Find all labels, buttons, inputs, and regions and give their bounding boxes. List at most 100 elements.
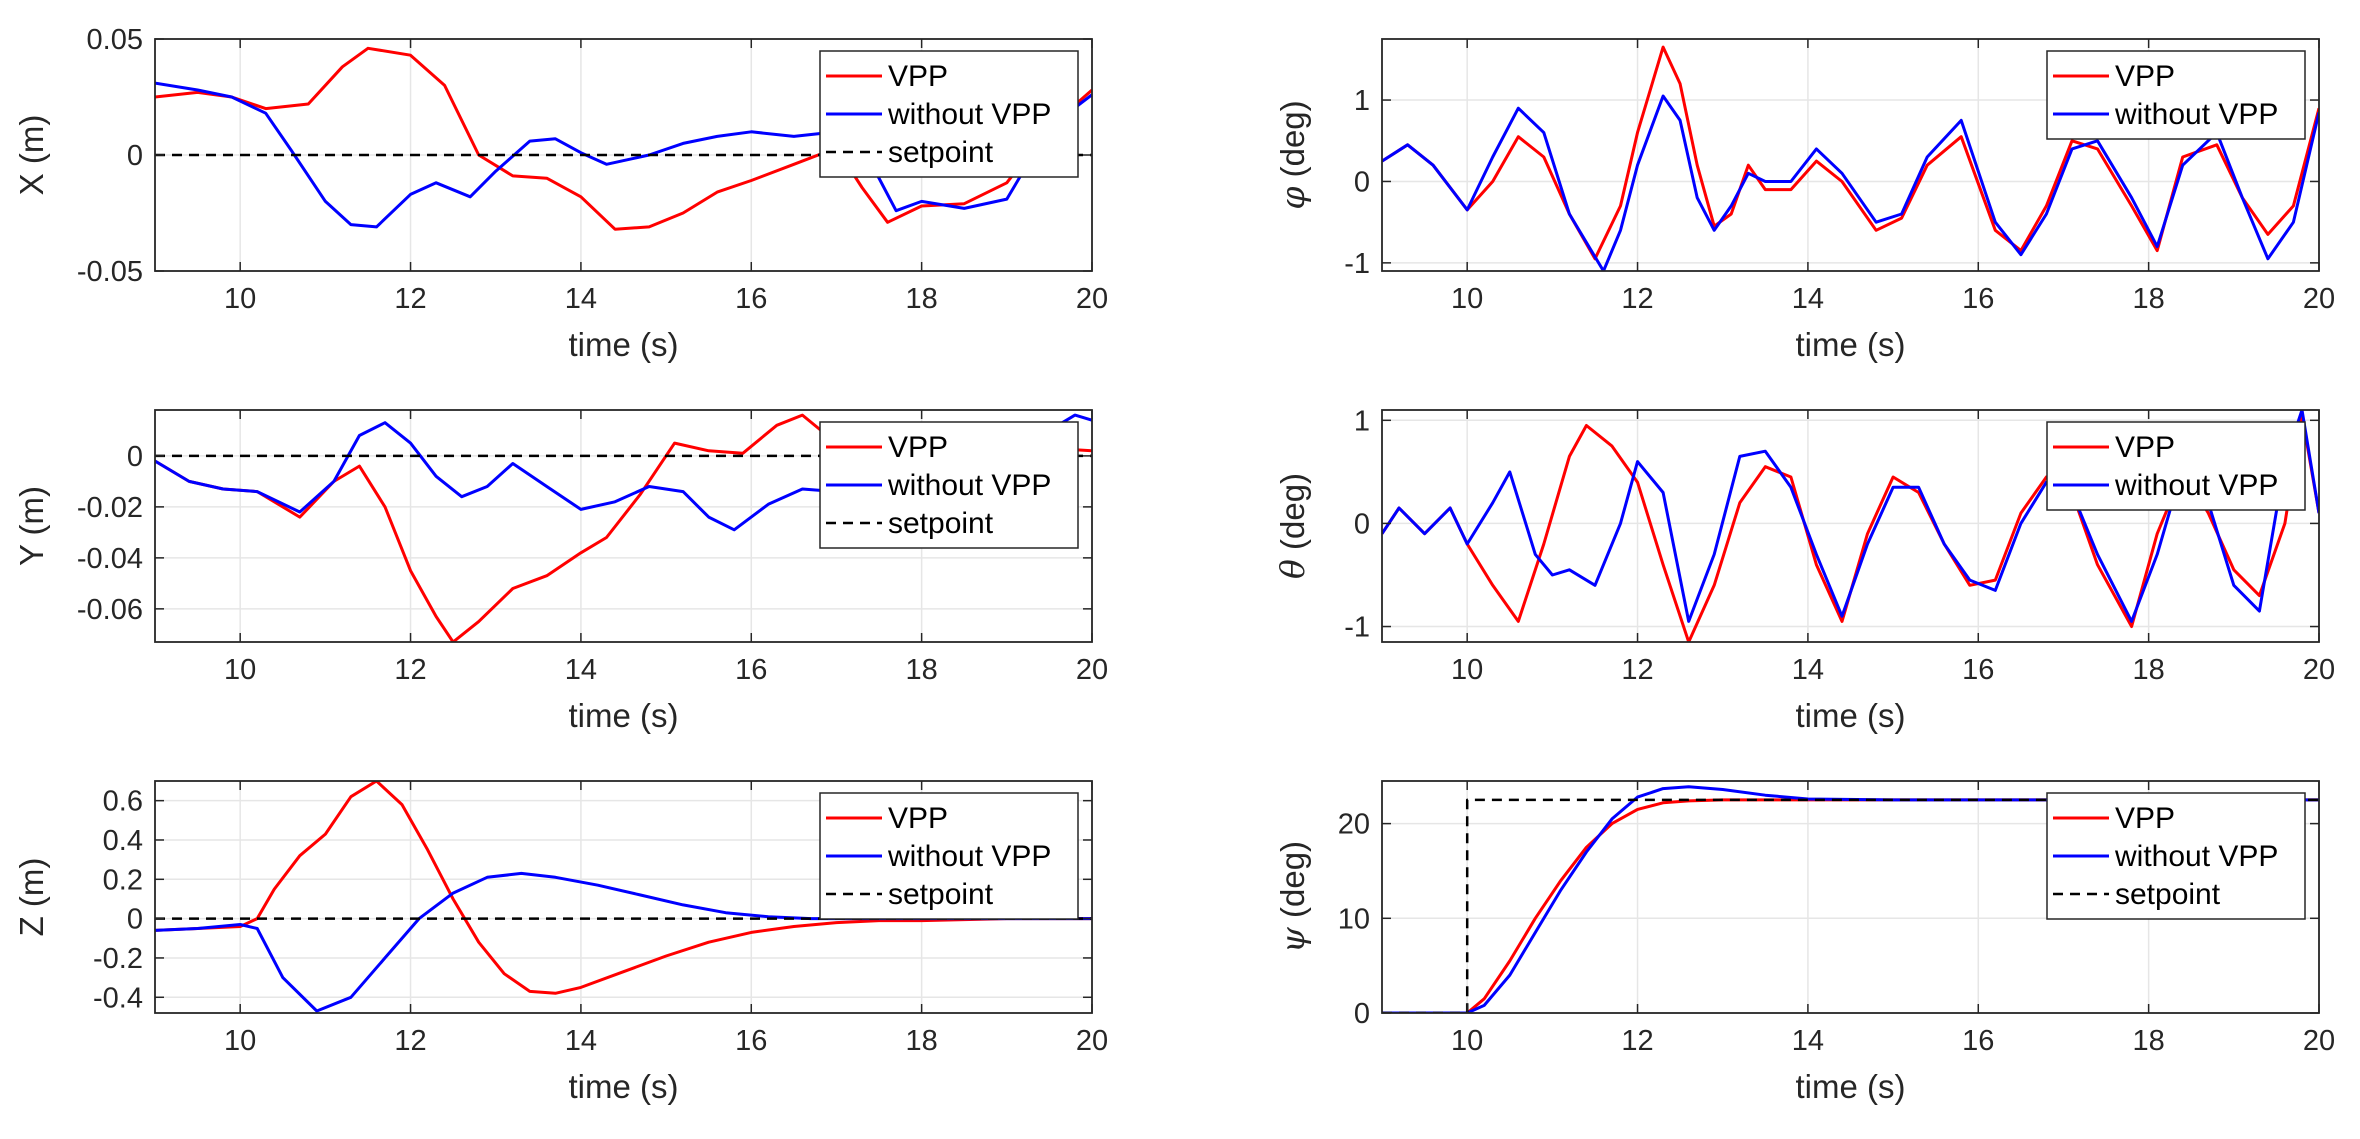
y-axis-symbol: ψ	[1273, 926, 1312, 953]
series-group	[155, 46, 1092, 231]
x-tick-label: 10	[1451, 283, 1483, 315]
legend: VPP without VPP setpoint	[819, 50, 1079, 178]
legend-label: VPP	[2115, 802, 2175, 835]
series-line-vpp	[155, 781, 1092, 995]
series-line-without-vpp	[1382, 94, 2319, 271]
y-tick-label: 0.4	[103, 825, 143, 857]
y-axis-symbol: θ	[1273, 559, 1312, 579]
x-tick-label: 12	[1621, 654, 1653, 686]
axes-box	[1381, 409, 2320, 643]
legend: VPP without VPP	[2046, 50, 2306, 140]
axes-box	[154, 780, 1093, 1014]
y-tick-label: 0	[127, 441, 143, 473]
x-tick-label: 14	[1792, 283, 1824, 315]
legend-label: setpoint	[888, 136, 994, 169]
legend-label: setpoint	[888, 507, 994, 540]
y-tick-label: -1	[1344, 612, 1370, 644]
legend: VPP without VPP	[2046, 421, 2306, 511]
chart-y: 10 12 14 16 18 20 -0.06 -0.04 -0.02 0 time (s) Y (m…	[13, 409, 1108, 734]
y-axis-label: ψ (deg)	[1273, 841, 1312, 953]
legend: VPP without VPP setpoint	[819, 421, 1079, 549]
y-tick-label: 1	[1354, 405, 1370, 437]
legend-label: setpoint	[2115, 878, 2221, 911]
x-tick-label: 16	[735, 1025, 767, 1057]
y-axis-unit: (deg)	[1274, 841, 1311, 927]
x-tick-label: 10	[1451, 654, 1483, 686]
y-tick-label: -0.02	[77, 492, 143, 524]
axes-box	[1381, 38, 2320, 272]
chart-z: 10 12 14 16 18 20 -0.4 -0.2 0 0.2 0.4 0.6 time (s) Z …	[13, 780, 1108, 1105]
x-tick-label: 20	[2303, 654, 2335, 686]
y-axis-unit: (deg)	[1274, 473, 1311, 559]
x-tick-label: 16	[1962, 654, 1994, 686]
chart-x: 10 12 14 16 18 20 -0.05 0 0.05 time (s) X (m) VPP wi…	[13, 24, 1108, 363]
legend-label: without VPP	[887, 469, 1051, 502]
series-line-vpp	[1382, 45, 2319, 261]
x-tick-label: 16	[735, 654, 767, 686]
x-axis-label: time (s)	[569, 1068, 679, 1105]
y-tick-label: -0.4	[93, 982, 143, 1014]
x-tick-label: 10	[224, 654, 256, 686]
x-tick-label: 12	[394, 283, 426, 315]
legend-label: setpoint	[888, 878, 994, 911]
x-tick-label: 16	[735, 283, 767, 315]
y-tick-label: 10	[1338, 903, 1370, 935]
x-tick-label: 14	[565, 654, 597, 686]
legend-label: VPP	[2115, 60, 2175, 93]
legend-label: without VPP	[2114, 98, 2278, 131]
x-tick-label: 12	[394, 654, 426, 686]
legend: VPP without VPP setpoint	[2046, 792, 2306, 920]
y-tick-label: 0	[127, 140, 143, 172]
y-axis-unit: (deg)	[1274, 100, 1311, 186]
y-tick-label: -0.04	[77, 543, 143, 575]
y-axis-label: φ (deg)	[1273, 100, 1312, 209]
y-axis-label: Z (m)	[13, 858, 50, 937]
y-tick-label: -1	[1344, 248, 1370, 280]
y-tick-label: 0	[1354, 998, 1370, 1030]
x-tick-label: 20	[1076, 283, 1108, 315]
x-tick-label: 20	[1076, 654, 1108, 686]
y-tick-label: 1	[1354, 85, 1370, 117]
y-tick-label: 0.2	[103, 864, 143, 896]
y-tick-label: 0	[1354, 508, 1370, 540]
legend-box	[2046, 421, 2306, 511]
series-line-setpoint	[1382, 798, 2319, 1013]
x-tick-label: 10	[224, 283, 256, 315]
legend-label: VPP	[888, 431, 948, 464]
y-axis-label: X (m)	[13, 115, 50, 196]
y-tick-label: 0.05	[87, 24, 143, 56]
series-group	[1382, 45, 2319, 271]
y-axis-label: θ (deg)	[1273, 473, 1312, 579]
axes-box	[154, 409, 1093, 643]
x-tick-label: 12	[394, 1025, 426, 1057]
y-tick-label: 0	[1354, 166, 1370, 198]
x-tick-label: 14	[1792, 654, 1824, 686]
legend-box	[2046, 50, 2306, 140]
legend-label: VPP	[2115, 431, 2175, 464]
x-tick-label: 18	[2133, 654, 2165, 686]
x-tick-label: 10	[1451, 1025, 1483, 1057]
legend-label: VPP	[888, 802, 948, 835]
x-tick-label: 16	[1962, 1025, 1994, 1057]
x-axis-label: time (s)	[569, 326, 679, 363]
y-tick-label: 0.6	[103, 786, 143, 818]
x-axis-label: time (s)	[569, 697, 679, 734]
y-tick-label: 20	[1338, 809, 1370, 841]
x-tick-label: 10	[224, 1025, 256, 1057]
x-tick-label: 18	[906, 1025, 938, 1057]
x-tick-label: 18	[906, 654, 938, 686]
series-group	[1382, 785, 2319, 1013]
chart-psi: 10 12 14 16 18 20 0 10 20 time (s) ψ (deg) VPP witho…	[1273, 780, 2335, 1105]
legend-label: without VPP	[887, 840, 1051, 873]
y-tick-label: 0	[127, 904, 143, 936]
axes-box	[1381, 780, 2320, 1014]
chart-phi: 10 12 14 16 18 20 -1 0 1 time (s) φ (deg) VPP withou…	[1273, 38, 2335, 363]
legend-label: without VPP	[2114, 469, 2278, 502]
y-axis-symbol: φ	[1273, 187, 1312, 210]
chart-theta: 10 12 14 16 18 20 -1 0 1 time (s) θ (deg) VPP withou…	[1273, 405, 2335, 734]
y-axis-label: Y (m)	[13, 486, 50, 566]
legend-label: VPP	[888, 60, 948, 93]
x-tick-label: 12	[1621, 1025, 1653, 1057]
x-tick-label: 16	[1962, 283, 1994, 315]
